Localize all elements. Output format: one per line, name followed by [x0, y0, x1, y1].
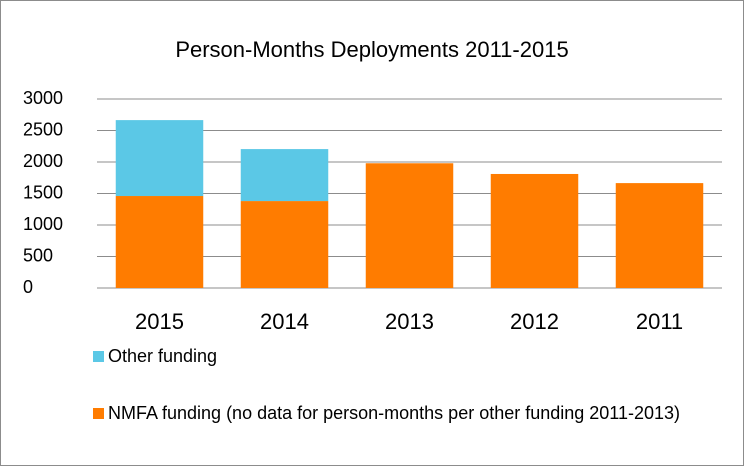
bar	[115, 120, 204, 197]
y-tick-label: 3000	[23, 88, 63, 108]
y-tick-label: 2500	[23, 119, 63, 139]
legend-swatch	[93, 351, 104, 362]
x-tick-label: 2014	[260, 309, 309, 334]
legend-label: NMFA funding (no data for person-months …	[108, 403, 681, 423]
y-tick-label: 1500	[23, 182, 63, 202]
bar	[240, 149, 329, 202]
x-tick-label: 2015	[135, 309, 184, 334]
x-tick-label: 2013	[385, 309, 434, 334]
y-tick-label: 0	[23, 277, 33, 297]
legend-entry: NMFA funding (no data for person-months …	[93, 401, 693, 426]
bar	[365, 163, 454, 288]
legend-swatch	[93, 408, 104, 419]
legend-label: Other funding	[108, 346, 218, 366]
y-tick-label: 500	[23, 245, 53, 265]
y-tick-label: 2000	[23, 151, 63, 171]
chart-title: Person-Months Deployments 2011-2015	[175, 37, 568, 62]
legend-entry: Other funding	[93, 344, 693, 369]
bar	[240, 201, 329, 288]
x-tick-label: 2012	[510, 309, 559, 334]
x-tick-label: 2011	[636, 309, 683, 334]
bar	[490, 173, 579, 288]
bar	[115, 196, 204, 288]
y-tick-label: 1000	[23, 214, 63, 234]
bar	[615, 183, 704, 288]
